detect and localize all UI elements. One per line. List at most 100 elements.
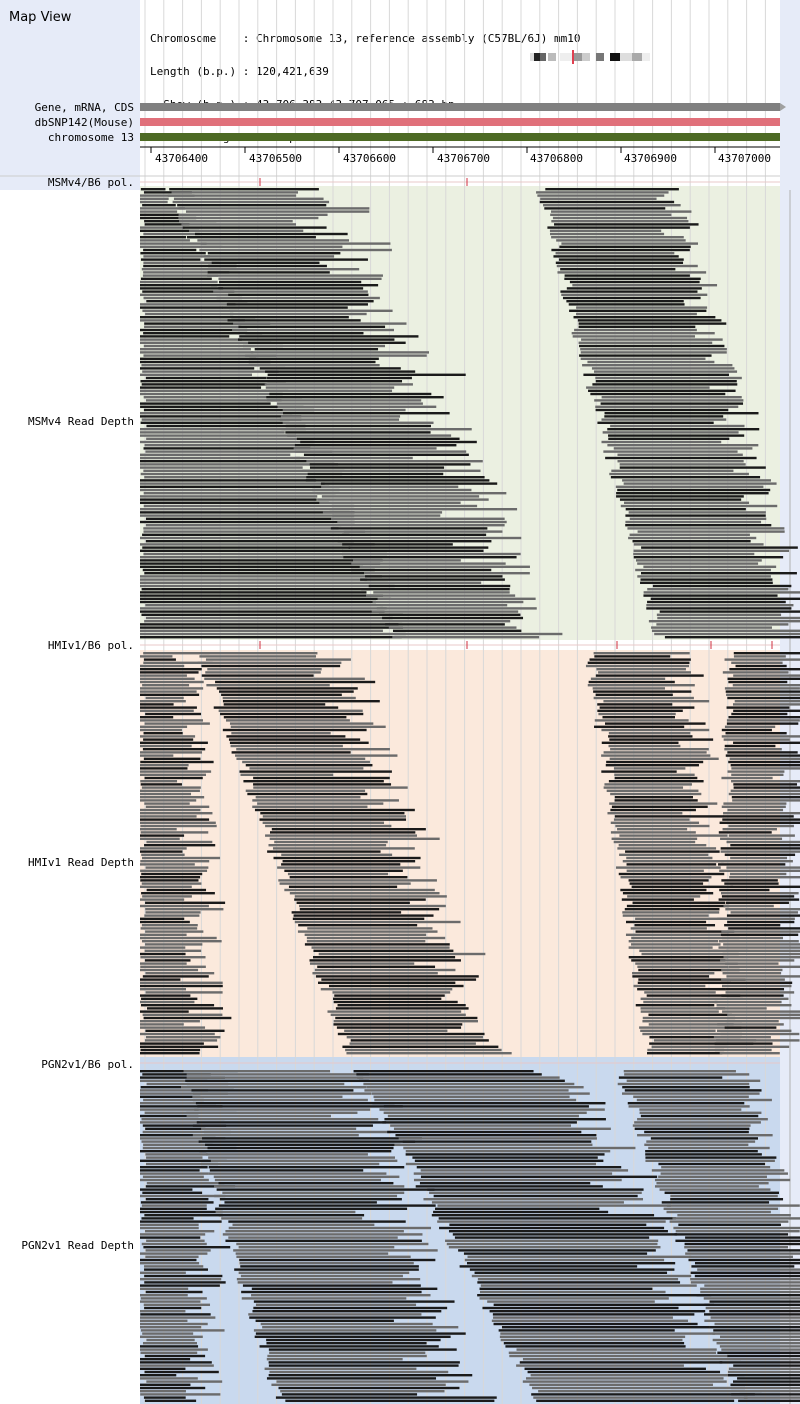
read-bar bbox=[723, 738, 790, 741]
read-bar bbox=[144, 1306, 202, 1310]
read-bar bbox=[609, 472, 749, 476]
read-bar bbox=[314, 968, 456, 972]
read-bar bbox=[694, 1262, 800, 1265]
read-bar bbox=[146, 1007, 223, 1010]
read-bar bbox=[636, 1098, 772, 1102]
read-bar bbox=[277, 866, 421, 869]
read-bar bbox=[186, 1076, 364, 1079]
read-bar bbox=[624, 501, 750, 504]
read-bar bbox=[479, 1287, 653, 1290]
read-bar bbox=[717, 1351, 800, 1354]
read-bar bbox=[500, 1332, 716, 1335]
read-bar bbox=[674, 1233, 789, 1236]
read-bar bbox=[145, 450, 333, 453]
read-bar bbox=[242, 760, 370, 764]
read-bar bbox=[140, 700, 186, 703]
read-bar bbox=[196, 1121, 387, 1124]
read-bar bbox=[618, 1076, 723, 1079]
read-bar bbox=[704, 1284, 800, 1287]
read-bar bbox=[607, 444, 759, 447]
read-bar bbox=[560, 290, 698, 293]
read-bar bbox=[725, 1020, 779, 1023]
read-bar bbox=[208, 1166, 405, 1169]
read-bar bbox=[216, 687, 358, 690]
read-bar bbox=[280, 1390, 445, 1393]
read-bar bbox=[632, 972, 715, 975]
read-bar bbox=[140, 373, 252, 376]
read-bar bbox=[215, 1207, 408, 1210]
read-bar bbox=[229, 309, 393, 312]
read-bar bbox=[645, 1150, 758, 1153]
read-bar bbox=[268, 1374, 473, 1377]
read-bar bbox=[146, 300, 248, 303]
read-bar bbox=[643, 591, 800, 594]
read-bar bbox=[342, 549, 484, 552]
read-bar bbox=[635, 1004, 715, 1007]
read-bar bbox=[361, 588, 510, 591]
read-bar bbox=[143, 661, 213, 664]
read-bar bbox=[438, 1217, 676, 1220]
read-bar bbox=[631, 936, 740, 940]
read-bar bbox=[220, 712, 364, 716]
read-bar bbox=[727, 751, 798, 754]
read-bar bbox=[474, 1271, 668, 1274]
ideogram-band bbox=[610, 53, 620, 61]
read-bar bbox=[608, 780, 704, 783]
read-bar bbox=[373, 591, 510, 594]
read-bar bbox=[690, 1281, 800, 1284]
read-bar bbox=[140, 1092, 228, 1095]
read-bar bbox=[230, 744, 343, 748]
dbsnp-track-label: dbSNP142(Mouse) bbox=[34, 116, 134, 129]
read-bar bbox=[731, 767, 800, 770]
read-bar bbox=[144, 1281, 226, 1284]
read-bar bbox=[719, 940, 799, 943]
read-bar bbox=[140, 1169, 200, 1172]
read-bar bbox=[140, 258, 201, 261]
read-bar bbox=[728, 1367, 800, 1370]
read-bar bbox=[294, 895, 447, 898]
read-bar bbox=[648, 1013, 732, 1016]
read-bar bbox=[140, 303, 236, 306]
read-bar bbox=[302, 469, 481, 472]
read-bar bbox=[366, 594, 516, 597]
read-bar bbox=[267, 373, 466, 376]
read-bar bbox=[215, 1210, 356, 1214]
read-bar bbox=[727, 1013, 800, 1016]
read-bar bbox=[380, 604, 508, 607]
read-bar bbox=[637, 988, 726, 991]
read-bar bbox=[719, 888, 770, 892]
read-bar bbox=[285, 424, 432, 428]
read-bar bbox=[637, 1118, 768, 1121]
read-bar bbox=[177, 204, 327, 207]
read-bar bbox=[733, 674, 800, 677]
read-bar bbox=[144, 572, 365, 575]
read-bar bbox=[140, 236, 186, 239]
read-bar bbox=[627, 527, 785, 530]
read-bar bbox=[726, 866, 800, 869]
read-bar bbox=[140, 936, 217, 940]
ruler-tick-label: 43706600 bbox=[343, 152, 396, 165]
read-bar bbox=[721, 728, 772, 732]
read-bar bbox=[140, 1390, 186, 1393]
read-bar bbox=[333, 1023, 463, 1026]
read-bar bbox=[140, 956, 206, 959]
read-bar bbox=[140, 1114, 199, 1118]
read-bar bbox=[143, 1246, 231, 1249]
read-bar bbox=[545, 188, 679, 191]
read-bar bbox=[719, 821, 800, 824]
read-bar bbox=[547, 226, 690, 229]
read-bar bbox=[235, 1252, 389, 1255]
read-bar bbox=[140, 623, 399, 626]
read-bar bbox=[487, 1300, 655, 1303]
read-bar bbox=[637, 1134, 773, 1137]
read-bar bbox=[733, 709, 800, 712]
read-bar bbox=[242, 1284, 421, 1287]
read-bar bbox=[333, 1020, 478, 1023]
read-bar bbox=[210, 1159, 398, 1162]
read-bar bbox=[268, 1361, 460, 1364]
read-bar bbox=[649, 1042, 754, 1045]
read-bar bbox=[619, 834, 728, 837]
read-bar bbox=[626, 1079, 761, 1082]
read-bar bbox=[445, 1239, 659, 1242]
